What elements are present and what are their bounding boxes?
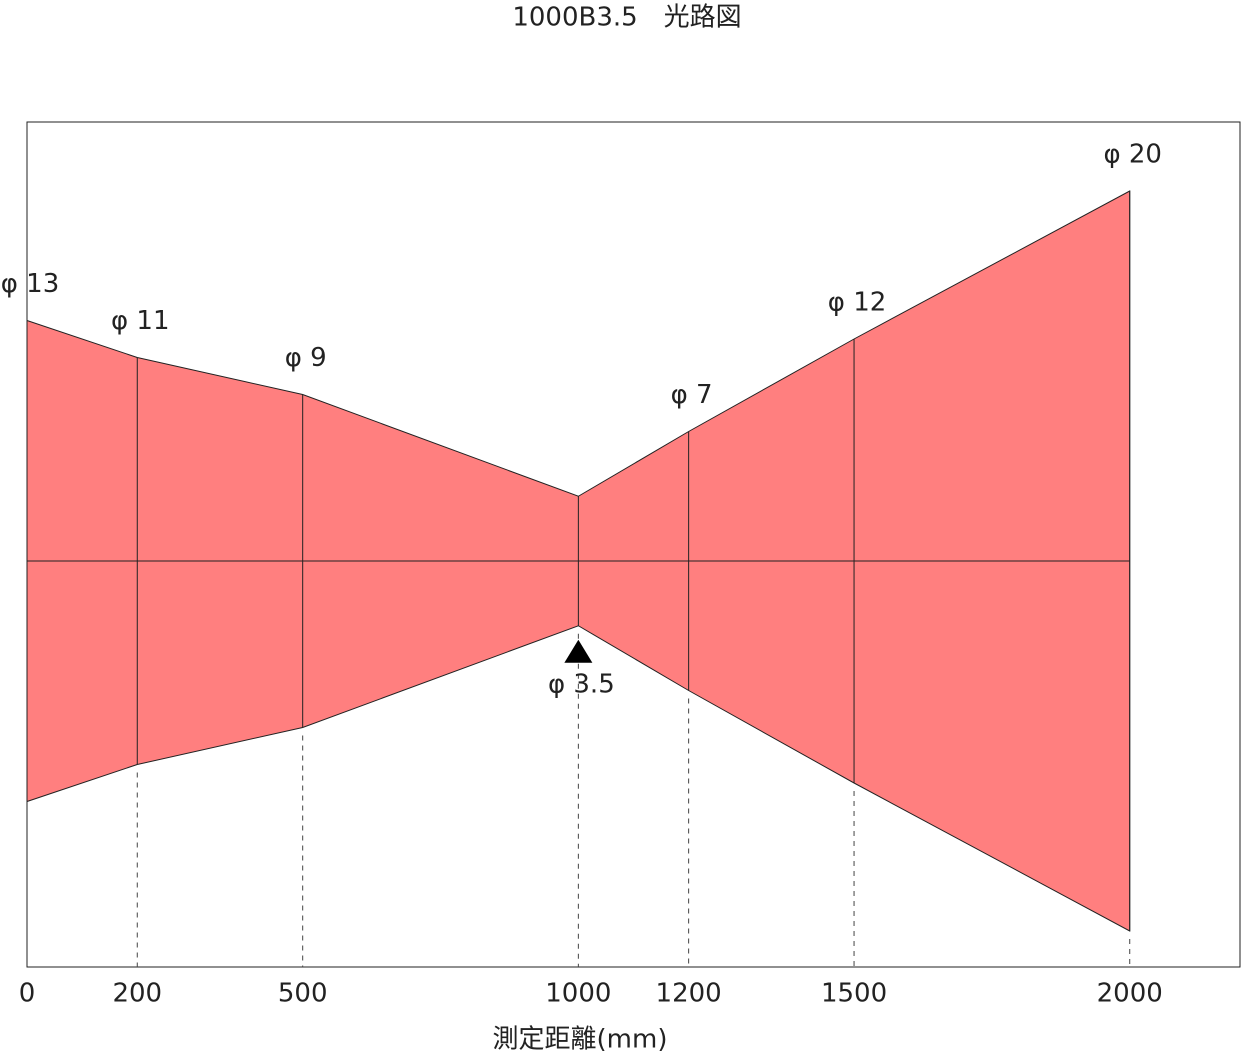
x-tick-label: 1200	[656, 979, 722, 1009]
diameter-label: φ 7	[671, 380, 713, 410]
diameter-label: φ 9	[285, 343, 327, 373]
x-tick-label: 1000	[545, 979, 611, 1009]
diameter-label: φ 20	[1103, 140, 1162, 170]
chart-title: 1000B3.5 光路図	[512, 3, 741, 33]
x-tick-label: 500	[278, 979, 328, 1009]
x-tick-label: 200	[112, 979, 162, 1009]
diameter-label: φ 12	[828, 288, 887, 318]
diameter-label: φ 13	[1, 269, 60, 299]
x-tick-label: 2000	[1097, 979, 1163, 1009]
x-axis-label: 測定距離(mm)	[493, 1025, 668, 1055]
diameter-label: φ 11	[111, 306, 170, 336]
diameter-label: φ 3.5	[548, 669, 615, 699]
x-tick-label: 0	[19, 979, 36, 1009]
x-tick-label: 1500	[821, 979, 887, 1009]
focus-marker	[564, 639, 593, 663]
